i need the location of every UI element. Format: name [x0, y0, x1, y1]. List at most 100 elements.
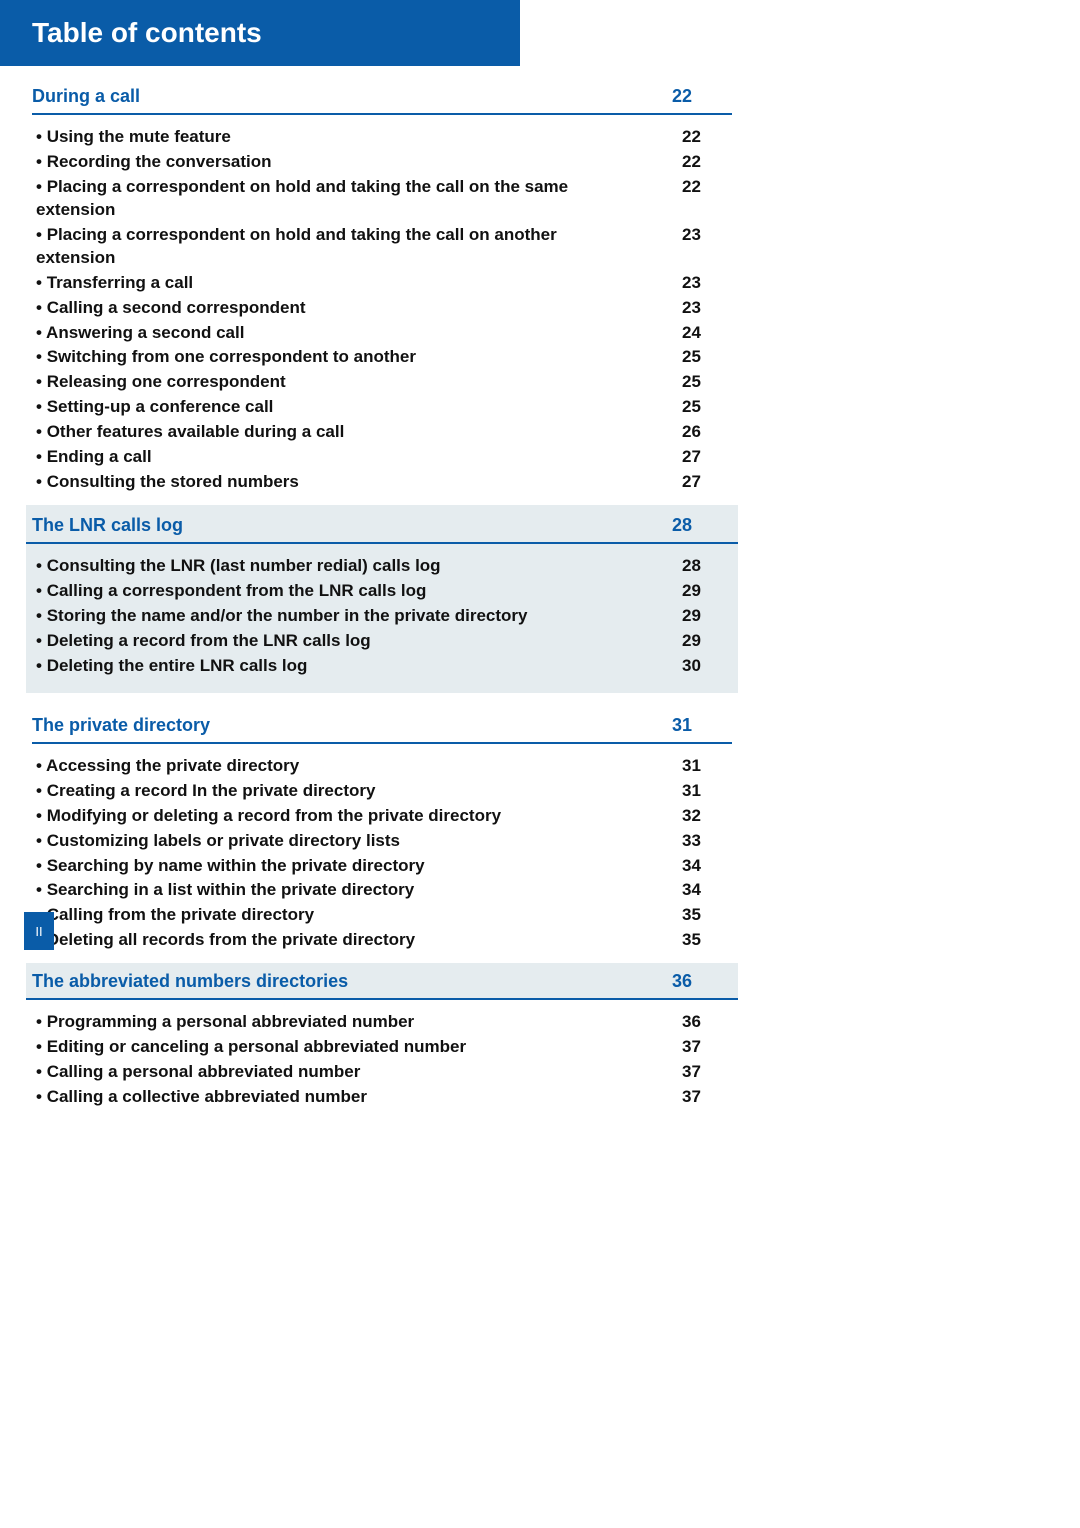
toc-item-title: Searching by name within the private dir… [32, 855, 642, 878]
toc-item-title: Releasing one correspondent [32, 371, 642, 394]
toc-item[interactable]: Placing a correspondent on hold and taki… [32, 223, 732, 271]
section-items: Consulting the LNR (last number redial) … [26, 554, 738, 679]
toc-item-page: 32 [642, 805, 732, 828]
toc-item-title: Creating a record In the private directo… [32, 780, 642, 803]
toc-item-page: 27 [642, 446, 732, 469]
toc-item[interactable]: Calling a collective abbreviated number3… [32, 1085, 732, 1110]
toc-item[interactable]: Searching by name within the private dir… [32, 854, 732, 879]
toc-item-page: 22 [642, 176, 732, 222]
toc-item-page: 25 [642, 371, 732, 394]
toc-item[interactable]: Deleting all records from the private di… [32, 928, 732, 953]
toc-item-page: 33 [642, 830, 732, 853]
toc-item[interactable]: Switching from one correspondent to anot… [32, 345, 732, 370]
toc-item-title: Editing or canceling a personal abbrevia… [32, 1036, 642, 1059]
toc-item[interactable]: Programming a personal abbreviated numbe… [32, 1010, 732, 1035]
page-number: II [35, 924, 42, 939]
toc-section-shaded: The LNR calls log 28 Consulting the LNR … [26, 505, 738, 693]
toc-item[interactable]: Deleting the entire LNR calls log30 [26, 654, 738, 679]
toc-item-page: 35 [642, 929, 732, 952]
toc-item[interactable]: Transferring a call23 [32, 271, 732, 296]
page-title-band: Table of contents [0, 0, 520, 66]
section-page: 31 [672, 715, 732, 736]
section-page: 22 [672, 86, 732, 107]
toc-page: Table of contents During a call 22 Using… [0, 0, 1080, 1528]
toc-item-page: 25 [642, 346, 732, 369]
toc-item[interactable]: Releasing one correspondent25 [32, 370, 732, 395]
toc-item-page: 37 [642, 1086, 732, 1109]
section-title: The LNR calls log [32, 515, 672, 536]
toc-item[interactable]: Calling a correspondent from the LNR cal… [26, 579, 738, 604]
section-head[interactable]: The private directory 31 [32, 715, 732, 744]
toc-item[interactable]: Customizing labels or private directory … [32, 829, 732, 854]
toc-item-page: 23 [642, 224, 732, 270]
toc-item-page: 23 [642, 272, 732, 295]
toc-item[interactable]: Other features available during a call26 [32, 420, 732, 445]
toc-item-page: 29 [642, 580, 732, 603]
toc-item-page: 29 [642, 630, 732, 653]
toc-item[interactable]: Calling a second correspondent23 [32, 296, 732, 321]
toc-item-title: Placing a correspondent on hold and taki… [32, 224, 642, 270]
section-items: Using the mute feature22Recording the co… [32, 125, 732, 495]
toc-item[interactable]: Setting-up a conference call25 [32, 395, 732, 420]
toc-item-title: Deleting a record from the LNR calls log [32, 630, 642, 653]
toc-item[interactable]: Storing the name and/or the number in th… [26, 604, 738, 629]
toc-item[interactable]: Accessing the private directory31 [32, 754, 732, 779]
toc-item-page: 31 [642, 755, 732, 778]
toc-item-title: Modifying or deleting a record from the … [32, 805, 642, 828]
toc-item-page: 22 [642, 151, 732, 174]
toc-item-page: 25 [642, 396, 732, 419]
toc-item-page: 31 [642, 780, 732, 803]
toc-item[interactable]: Calling a personal abbreviated number37 [32, 1060, 732, 1085]
section-page: 36 [672, 971, 732, 992]
toc-item-title: Setting-up a conference call [32, 396, 642, 419]
section-items: Programming a personal abbreviated numbe… [32, 1010, 732, 1110]
toc-item-title: Consulting the stored numbers [32, 471, 642, 494]
toc-item[interactable]: Calling from the private directory35 [32, 903, 732, 928]
toc-item[interactable]: Ending a call27 [32, 445, 732, 470]
toc-item-page: 24 [642, 322, 732, 345]
toc-item[interactable]: Editing or canceling a personal abbrevia… [32, 1035, 732, 1060]
toc-item[interactable]: Recording the conversation22 [32, 150, 732, 175]
toc-item-title: Answering a second call [32, 322, 642, 345]
toc-item-title: Calling a collective abbreviated number [32, 1086, 642, 1109]
toc-item[interactable]: Deleting a record from the LNR calls log… [26, 629, 738, 654]
toc-item[interactable]: Using the mute feature22 [32, 125, 732, 150]
page-title: Table of contents [32, 17, 262, 49]
toc-item[interactable]: Modifying or deleting a record from the … [32, 804, 732, 829]
toc-item-page: 34 [642, 855, 732, 878]
page-number-badge: II [24, 912, 54, 950]
toc-item[interactable]: Searching in a list within the private d… [32, 878, 732, 903]
toc-item-page: 27 [642, 471, 732, 494]
toc-item-title: Customizing labels or private directory … [32, 830, 642, 853]
toc-section: The private directory 31 Accessing the p… [32, 715, 732, 954]
toc-item-page: 37 [642, 1061, 732, 1084]
toc-item[interactable]: Consulting the stored numbers27 [32, 470, 732, 495]
toc-item-page: 29 [642, 605, 732, 628]
toc-item-title: Switching from one correspondent to anot… [32, 346, 642, 369]
section-items: Accessing the private directory31Creatin… [32, 754, 732, 954]
toc-item-title: Calling a second correspondent [32, 297, 642, 320]
section-title: The abbreviated numbers directories [32, 971, 672, 992]
toc-item-title: Storing the name and/or the number in th… [32, 605, 642, 628]
toc-item-page: 35 [642, 904, 732, 927]
toc-item-title: Accessing the private directory [32, 755, 642, 778]
toc-item-title: Recording the conversation [32, 151, 642, 174]
toc-item-page: 23 [642, 297, 732, 320]
section-title: During a call [32, 86, 672, 107]
toc-item[interactable]: Placing a correspondent on hold and taki… [32, 175, 732, 223]
toc-item[interactable]: Answering a second call24 [32, 321, 732, 346]
toc-item[interactable]: Consulting the LNR (last number redial) … [26, 554, 738, 579]
toc-item-title: Transferring a call [32, 272, 642, 295]
toc-content: During a call 22 Using the mute feature2… [32, 86, 732, 1120]
toc-item[interactable]: Creating a record In the private directo… [32, 779, 732, 804]
toc-item-page: 26 [642, 421, 732, 444]
toc-item-page: 28 [642, 555, 732, 578]
section-head[interactable]: During a call 22 [32, 86, 732, 115]
section-head[interactable]: The abbreviated numbers directories 36 [26, 963, 738, 1000]
toc-item-title: Deleting the entire LNR calls log [32, 655, 642, 678]
section-title: The private directory [32, 715, 672, 736]
toc-item-title: Calling a personal abbreviated number [32, 1061, 642, 1084]
toc-item-title: Programming a personal abbreviated numbe… [32, 1011, 642, 1034]
section-head[interactable]: The LNR calls log 28 [26, 515, 738, 544]
toc-item-page: 22 [642, 126, 732, 149]
